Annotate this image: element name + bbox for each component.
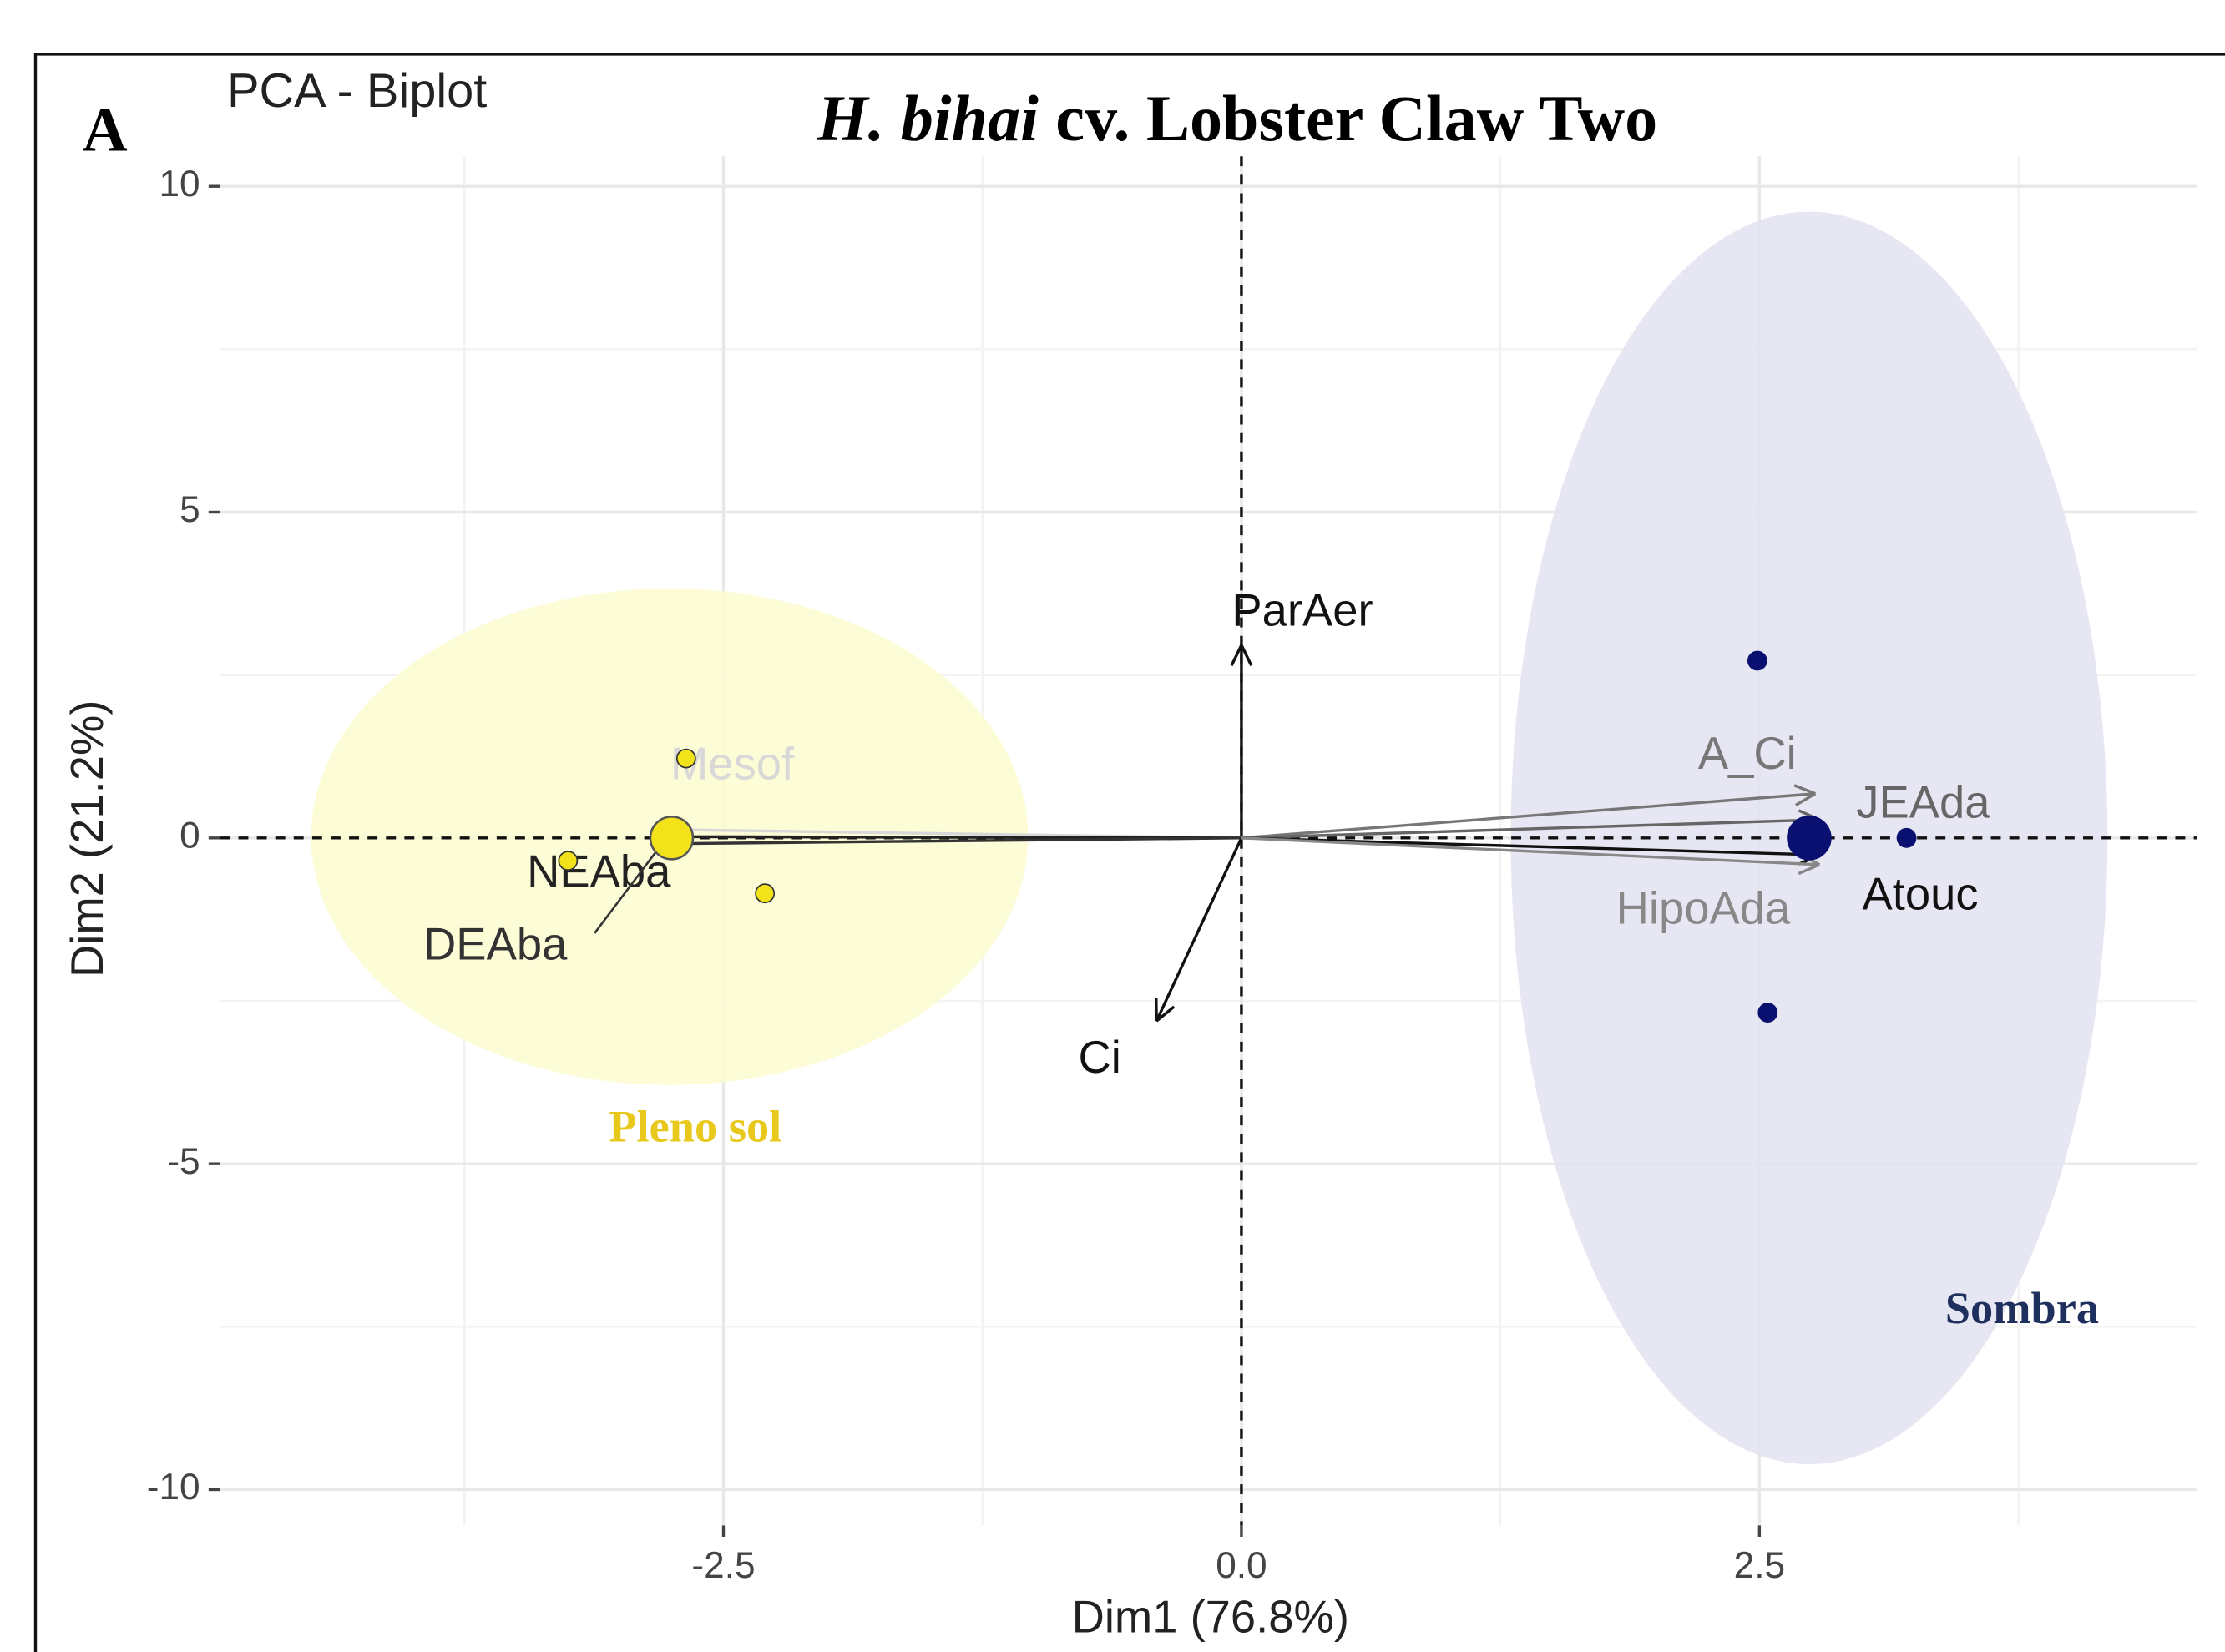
loading-arrow	[1241, 792, 1816, 840]
x-tick-label: -2.5	[691, 1545, 755, 1586]
chart-title: H. bihai cv. Lobster Claw Two	[817, 82, 1657, 154]
arrow-head	[1795, 792, 1817, 806]
y-tick-label: 5	[180, 489, 200, 530]
variable-label: NEAba	[527, 846, 671, 897]
variable-label: ParAer	[1231, 585, 1373, 636]
point	[755, 883, 776, 904]
loading-arrow	[1241, 818, 1820, 840]
variable-label: JEAda	[1856, 776, 1990, 827]
variable-label: HipoAda	[1616, 882, 1791, 933]
y-axis-label: Dim2 (21.2%)	[62, 700, 113, 978]
loading-arrow	[661, 836, 1241, 846]
variable-label: A_Ci	[1698, 728, 1797, 779]
frame	[33, 53, 2225, 1652]
panel-label: A	[83, 96, 128, 165]
point	[1747, 650, 1767, 671]
subtitle: PCA - Biplot	[227, 64, 487, 118]
point	[1896, 827, 1917, 848]
arrow-head	[1155, 1005, 1176, 1023]
loading-arrow	[1155, 837, 1243, 1022]
variable-label: Ci	[1079, 1032, 1121, 1083]
arrow-head	[1798, 863, 1821, 876]
y-tick-label: -10	[147, 1467, 200, 1508]
arrow-head	[1240, 644, 1253, 666]
x-tick-label: 2.5	[1734, 1545, 1785, 1586]
point	[558, 851, 579, 871]
y-tick-label: -5	[167, 1141, 200, 1182]
arrow-head	[1793, 784, 1816, 796]
variable-label: Atouc	[1862, 868, 1978, 919]
point	[675, 748, 696, 769]
loading-arrow	[1241, 836, 1820, 866]
title-italic: H. bihai	[817, 82, 1039, 154]
arrow-head	[1230, 644, 1243, 666]
group-centroid	[649, 816, 695, 861]
title-rest: cv. Lobster Claw Two	[1055, 82, 1657, 154]
variable-label: DEAba	[423, 918, 568, 969]
y-tick-label: 0	[180, 816, 200, 856]
group-label: Pleno sol	[609, 1101, 781, 1151]
x-axis-label: Dim1 (76.8%)	[1072, 1592, 1349, 1643]
x-tick-label: 0.0	[1216, 1545, 1267, 1586]
group-centroid	[1787, 816, 1832, 861]
loading-arrow	[1241, 836, 1820, 856]
point	[1757, 1003, 1778, 1023]
label-connector	[594, 851, 657, 934]
group-label: Sombra	[1945, 1283, 2099, 1333]
y-tick-label: 10	[159, 164, 200, 205]
